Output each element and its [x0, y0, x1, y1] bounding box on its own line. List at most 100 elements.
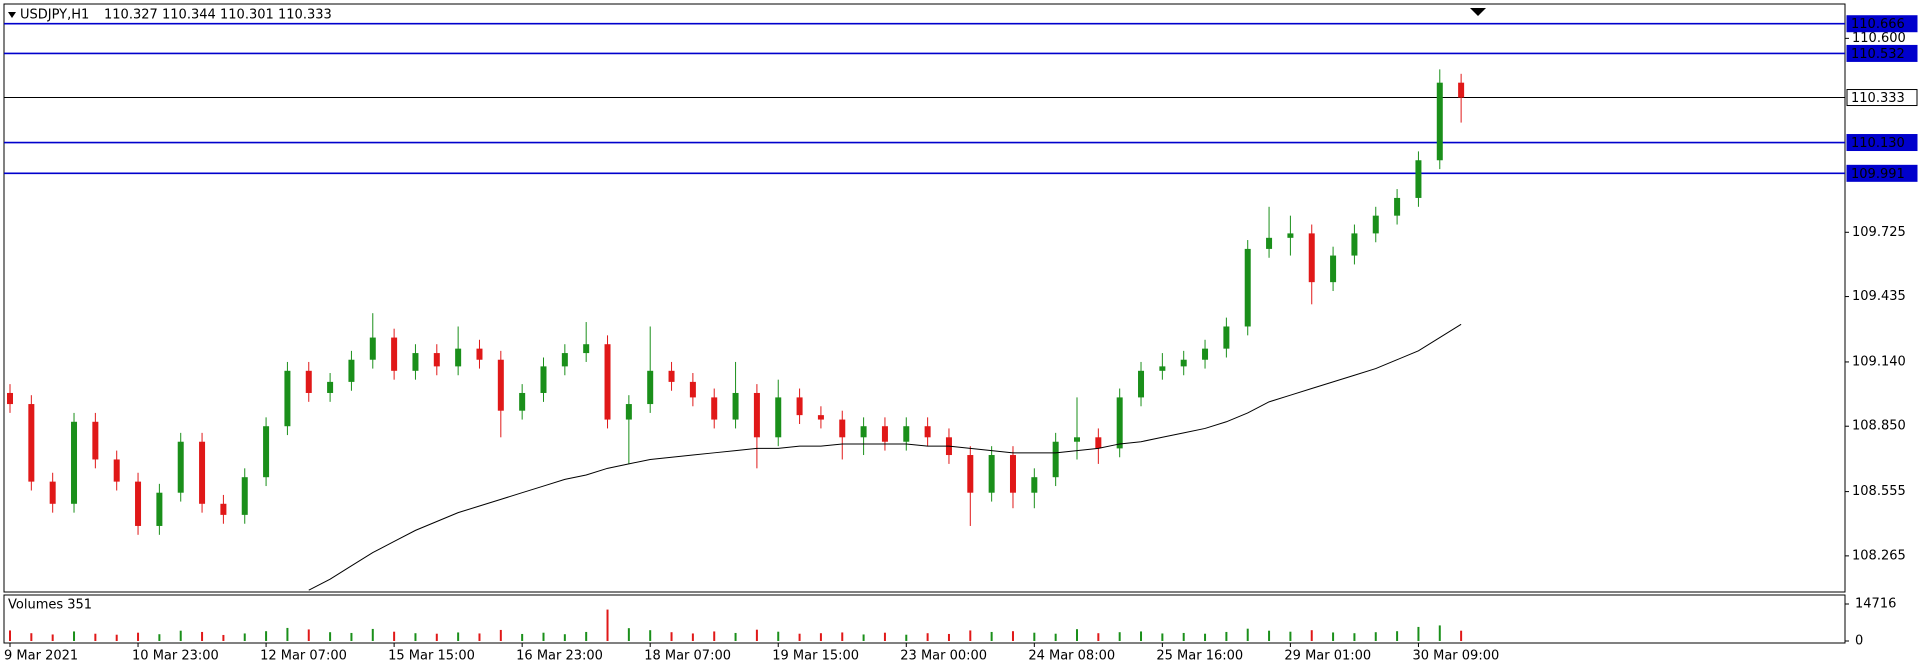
last-low: 110.301: [220, 8, 274, 23]
x-tick-label: 10 Mar 23:00: [132, 649, 219, 664]
candle-body: [1159, 366, 1166, 371]
candle-body: [92, 421, 99, 460]
candle-body: [241, 477, 248, 515]
candle-body: [1244, 248, 1251, 327]
candle-body: [1009, 455, 1016, 493]
volume-title: Volumes 351: [8, 598, 92, 613]
candle-body: [1074, 437, 1080, 442]
level-label: 110.532: [1851, 47, 1905, 62]
level-label-box: [1846, 44, 1918, 62]
candle-body: [1223, 326, 1230, 349]
level-label-box: [1846, 89, 1918, 107]
candle-body: [817, 415, 824, 420]
x-tick-label: 9 Mar 2021: [4, 649, 78, 664]
x-tick-label: 25 Mar 16:00: [1156, 649, 1243, 664]
candle-body: [583, 344, 590, 354]
x-tick-label: 19 Mar 15:00: [772, 649, 859, 664]
y-tick-label: 109.140: [1852, 354, 1906, 369]
y-tick-label: 109.435: [1852, 289, 1906, 304]
candle-body: [1458, 82, 1465, 98]
candle-body: [1415, 160, 1422, 198]
candle-body: [711, 397, 718, 420]
candle-body: [1138, 370, 1145, 398]
price-pane: [3, 3, 1846, 593]
candle-body: [348, 359, 355, 382]
candle-body: [327, 381, 334, 393]
candle-body: [1308, 233, 1315, 283]
candle-body: [199, 441, 206, 504]
candle-body: [220, 503, 227, 515]
shift-marker: [1470, 8, 1486, 16]
x-tick-label: 16 Mar 23:00: [516, 649, 603, 664]
candle-body: [1031, 477, 1038, 493]
y-tick-label: 108.555: [1852, 484, 1906, 499]
candle-body: [1372, 215, 1379, 234]
candle-body: [903, 426, 910, 442]
candle-body: [988, 455, 995, 493]
candle-body: [1394, 197, 1401, 216]
x-tick-label: 12 Mar 07:00: [260, 649, 347, 664]
level-label-box: [1846, 15, 1918, 33]
level-label: 110.666: [1851, 17, 1905, 32]
last-high: 110.344: [162, 8, 216, 23]
candle-body: [881, 426, 888, 442]
x-tick-label: 18 Mar 07:00: [644, 649, 731, 664]
level-label: 110.333: [1851, 91, 1905, 106]
candle-body: [433, 353, 440, 367]
candle-body: [263, 426, 270, 478]
candle-body: [305, 370, 312, 393]
candle-body: [519, 392, 526, 411]
y-tick-label: 110.600: [1852, 31, 1906, 46]
candle-body: [156, 492, 163, 526]
y-tick-label: 108.265: [1852, 548, 1906, 563]
last-open: 110.327: [104, 8, 158, 23]
candle-body: [540, 366, 547, 393]
candle-body: [135, 481, 142, 526]
candle-body: [412, 353, 419, 371]
x-tick-label: 15 Mar 15:00: [388, 649, 475, 664]
candle-body: [1330, 255, 1337, 283]
candle-body: [924, 426, 931, 438]
plot: [4, 22, 1845, 641]
level-label-box: [1846, 164, 1918, 182]
candle-body: [839, 419, 846, 438]
volume-tick-label: 0: [1855, 634, 1863, 649]
candle-body: [1287, 233, 1294, 238]
candle-body: [775, 397, 782, 438]
candle-body: [1052, 441, 1059, 478]
candle-body: [476, 348, 483, 360]
candle-body: [1180, 359, 1187, 367]
candle-body: [689, 381, 696, 398]
level-label: 109.991: [1851, 167, 1905, 182]
candle-body: [497, 359, 504, 411]
y-tick-label: 109.725: [1852, 225, 1906, 240]
candle-body: [967, 455, 974, 493]
candle-body: [49, 481, 56, 504]
candle-body: [391, 337, 398, 371]
candle-body: [284, 370, 291, 427]
volume-tick-label: 14716: [1855, 597, 1896, 612]
candle-body: [647, 370, 654, 405]
candle-body: [1095, 437, 1102, 449]
collapse-icon[interactable]: [8, 12, 16, 18]
x-tick-label: 30 Mar 09:00: [1412, 649, 1499, 664]
candle-body: [732, 392, 739, 420]
candle-body: [71, 421, 78, 504]
level-label-box: [1846, 134, 1918, 152]
candle-body: [455, 348, 462, 367]
y-tick-label: 108.850: [1852, 419, 1906, 434]
candle-body: [753, 392, 760, 438]
x-tick-label: 23 Mar 00:00: [900, 649, 987, 664]
last-close: 110.333: [278, 8, 332, 23]
candle-body: [1436, 82, 1443, 161]
moving-average: [308, 323, 1462, 591]
candle-body: [1266, 237, 1273, 249]
x-tick-label: 24 Mar 08:00: [1028, 649, 1115, 664]
candle-body: [1116, 397, 1123, 449]
candle-body: [177, 441, 184, 493]
candle-body: [561, 353, 568, 367]
volume-pane: [3, 594, 1846, 644]
candle-body: [625, 404, 632, 420]
